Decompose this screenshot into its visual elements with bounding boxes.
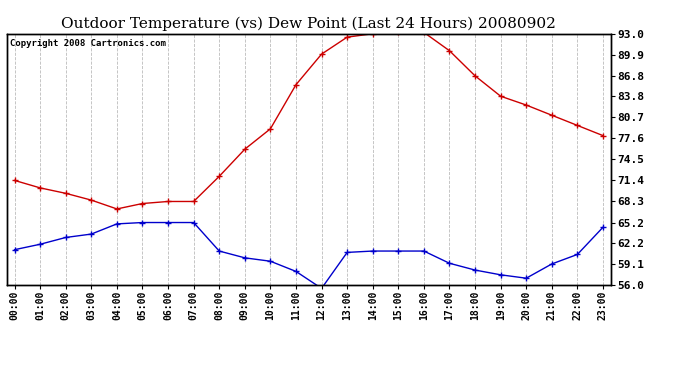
Text: Copyright 2008 Cartronics.com: Copyright 2008 Cartronics.com <box>10 39 166 48</box>
Title: Outdoor Temperature (vs) Dew Point (Last 24 Hours) 20080902: Outdoor Temperature (vs) Dew Point (Last… <box>61 17 556 31</box>
